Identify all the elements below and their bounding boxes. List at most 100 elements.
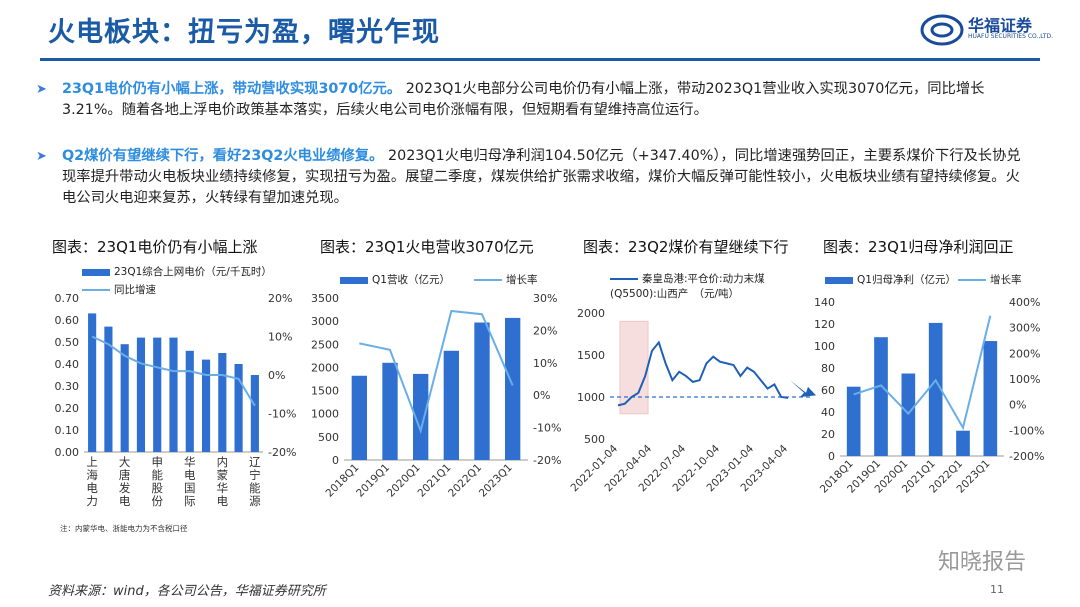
page-number: 11 (990, 583, 1004, 596)
bar (443, 350, 459, 460)
chart-2-svg: 0 500 1000 1500 2000 2500 3000 3500 -20% -10% 0% 10… (311, 292, 561, 500)
legend-label: 23Q1综合上网电价（元/千瓦时） (114, 266, 272, 278)
y-tick-label-left: 140 (814, 296, 835, 309)
chart-4-legend-line: 增长率 (958, 272, 1022, 287)
growth-line (853, 315, 992, 431)
bullet-1-body: 2023Q1火电部分公司电价仍有小幅上涨，带动2023Q1营业收入实现3070亿… (62, 81, 985, 118)
x-tick-label: 源 (249, 494, 261, 508)
y-tick-label-left: 0.50 (55, 336, 80, 349)
chart-3-svg: 5001000150020002022-01-042022-04-042022-… (570, 307, 816, 494)
chart-3-legend: 秦皇岛港:平仓价:动力末煤(Q5500):山西产 （元/吨） (610, 272, 810, 302)
logo-icon (920, 14, 964, 46)
bar (983, 341, 998, 456)
chart-2-legend-bar: Q1营收（亿元） (340, 272, 450, 287)
y-tick-label-left: 3000 (311, 315, 339, 328)
y-tick-label: 500 (584, 433, 605, 446)
y-tick-label-right: -200% (1009, 450, 1044, 463)
x-tick-label: 宁 (249, 468, 261, 482)
chart-1-title: 图表：23Q1电价仍有小幅上涨 (52, 238, 258, 256)
y-tick-label-left: 0.20 (55, 402, 80, 415)
bar (88, 313, 97, 452)
bar (351, 375, 367, 460)
bullet-arrow-icon: ➤ (36, 149, 47, 164)
y-tick-label-right: 20% (533, 324, 557, 337)
bullet-arrow-icon: ➤ (36, 82, 47, 97)
bullet-2: ➤ Q2煤价有望继续下行，看好23Q2火电业绩修复。 2023Q1火电归母净利润… (36, 146, 1022, 209)
growth-line (91, 335, 256, 407)
bullet-1: ➤ 23Q1电价仍有小幅上涨，带动营收实现3070亿元。 2023Q1火电部分公… (36, 79, 1022, 121)
legend-swatch-line (82, 289, 110, 291)
y-tick-label-left: 0.60 (55, 314, 80, 327)
x-tick-label: 申 (151, 455, 163, 469)
y-tick-label-right: -10% (533, 422, 561, 435)
bar (185, 350, 194, 452)
x-tick-label: 上 (86, 455, 98, 469)
y-tick-label-right: 200% (1009, 347, 1040, 360)
x-tick-label: 电 (217, 494, 229, 508)
x-tick-label: 2023Q1 (477, 462, 515, 500)
chart-4-legend-bar: Q1归母净利（亿元） (825, 272, 956, 287)
y-tick-label-left: 500 (318, 431, 339, 444)
x-tick-label: 发 (119, 481, 131, 495)
bar (956, 430, 970, 456)
x-tick-label: 国 (184, 481, 196, 495)
legend-swatch-line (958, 279, 986, 281)
y-tick-label-left: 120 (814, 318, 835, 331)
legend-swatch-bar (825, 276, 853, 284)
x-tick-label: 内 (217, 455, 229, 469)
y-tick-label-left: 100 (814, 340, 835, 353)
bullet-2-body: 2023Q1火电归母净利润104.50亿元（+347.40%），同比增速强势回正… (62, 148, 1021, 206)
legend-label: 秦皇岛港:平仓价:动力末煤(Q5500):山西产 （元/吨） (610, 273, 765, 300)
bar (218, 353, 227, 452)
chart-1-legend-line: 同比增速 (82, 282, 156, 297)
y-tick-label-left: 1000 (311, 408, 339, 421)
chart-1-svg: 0.00 0.10 0.20 0.30 0.40 0.50 0.60 0.70 -20% -10%… (55, 292, 297, 508)
y-tick-label-right: 30% (533, 292, 557, 305)
y-tick-label-right: -20% (268, 446, 296, 459)
chart-3-title: 图表：23Q2煤价有望继续下行 (583, 238, 789, 256)
bar (474, 322, 490, 460)
y-tick-label-right: 10% (268, 331, 292, 344)
y-tick-label-left: 3500 (311, 292, 339, 305)
y-tick-label-left: 0.30 (55, 380, 80, 393)
y-tick-label-left: 60 (821, 384, 835, 397)
bar (382, 362, 398, 460)
x-tick-label: 电 (184, 468, 196, 482)
y-tick-label-left: 0 (828, 450, 835, 463)
legend-swatch-line (610, 278, 638, 280)
y-tick-label-right: 100% (1009, 373, 1040, 386)
growth-line (359, 309, 514, 435)
legend-label: Q1营收（亿元） (372, 274, 450, 286)
y-tick-label-right: -100% (1009, 424, 1044, 437)
x-tick-label: 力 (86, 494, 98, 508)
logo-text: 华福证券 (968, 16, 1033, 35)
x-tick-label: 电 (119, 494, 131, 508)
legend-label: 同比增速 (114, 284, 156, 296)
y-tick-label-left: 1500 (311, 385, 339, 398)
y-tick-label-right: 300% (1009, 322, 1040, 335)
y-tick-label-left: 0 (332, 454, 339, 467)
bar (505, 317, 521, 460)
x-tick-label: 电 (86, 481, 98, 495)
y-tick-label-right: 20% (268, 292, 292, 305)
x-tick-label: 大 (119, 455, 131, 469)
bar (169, 337, 178, 452)
company-logo: 华福证券 HUAFU SECURITIES CO.,LTD. (920, 10, 1060, 50)
title-underline (40, 58, 1040, 61)
footnote: 注：内蒙华电、浙能电力为不含税口径 (60, 524, 188, 533)
bar (846, 386, 861, 456)
y-tick-label: 1500 (577, 349, 605, 362)
watermark: 知晓报告 (938, 550, 1027, 575)
x-tick-label: 份 (151, 494, 163, 508)
x-tick-label: 蒙 (217, 468, 229, 482)
y-tick-label-left: 0.00 (55, 446, 80, 459)
legend-swatch-bar (82, 268, 110, 276)
legend-label: Q1归母净利（亿元） (857, 274, 956, 286)
legend-label: 增长率 (506, 274, 538, 286)
y-tick-label: 1000 (577, 391, 605, 404)
y-tick-label-right: -20% (533, 454, 561, 467)
bar (120, 344, 129, 452)
x-tick-label: 海 (86, 468, 98, 482)
x-tick-label: 能 (151, 468, 163, 482)
bar (928, 322, 943, 456)
